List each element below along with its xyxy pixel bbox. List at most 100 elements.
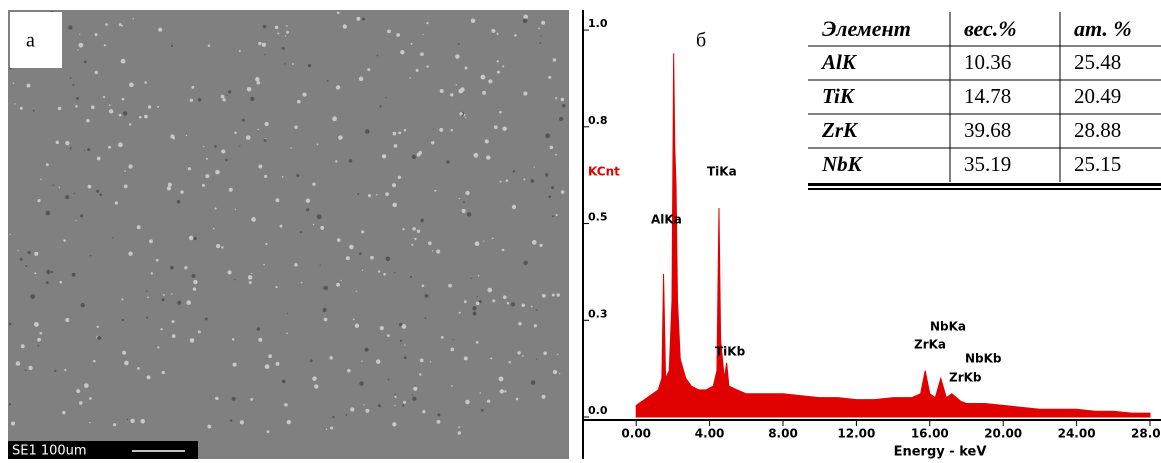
speck (37, 344, 40, 347)
speck (121, 24, 124, 27)
speck (522, 18, 528, 24)
speck (450, 347, 455, 352)
speck (363, 404, 365, 406)
speck (234, 208, 237, 210)
speck (458, 426, 460, 428)
speck (45, 163, 49, 167)
speck (257, 128, 260, 131)
speck (118, 23, 122, 27)
speck (24, 369, 27, 371)
peak-label: TiKa (707, 165, 737, 179)
speck (177, 300, 182, 305)
table-header: Элемент (822, 16, 911, 41)
speck (64, 368, 67, 372)
speck (170, 44, 174, 48)
speck (518, 322, 522, 326)
speck (205, 174, 210, 179)
speck (496, 60, 499, 63)
speck (45, 210, 51, 216)
speck (170, 134, 175, 139)
speck (86, 118, 90, 123)
speck (332, 415, 335, 419)
speck (412, 227, 416, 231)
speck (329, 356, 333, 360)
speck (80, 302, 85, 308)
speck (157, 346, 160, 349)
speck (482, 90, 486, 95)
speck (287, 312, 289, 315)
speck (356, 16, 361, 21)
x-tick-label: 0.00 (621, 427, 651, 441)
speck (465, 190, 470, 196)
speck (112, 423, 117, 427)
speck (463, 300, 467, 304)
speck (167, 182, 172, 187)
speck (220, 94, 225, 99)
speck (404, 344, 406, 346)
speck (77, 49, 79, 51)
speck (281, 379, 286, 384)
speck (391, 183, 397, 188)
speck (323, 285, 328, 291)
speck (464, 66, 468, 70)
speck (284, 403, 288, 407)
speck (45, 281, 49, 285)
table-cell: AlK (820, 50, 858, 74)
speck (184, 266, 188, 270)
x-tick-label: 20.00 (984, 427, 1022, 441)
speck (499, 180, 502, 183)
speck (146, 375, 151, 380)
speck (548, 75, 552, 79)
speck (226, 94, 228, 96)
speck (34, 272, 37, 275)
speck (429, 361, 432, 363)
table-cell: TiK (822, 84, 856, 108)
panel-label-box (10, 12, 62, 68)
speck (46, 269, 51, 275)
peak-label: NbKb (965, 352, 1002, 366)
x-tick-label: 16.00 (911, 427, 949, 441)
speck (189, 98, 194, 102)
speck (427, 241, 432, 246)
speck (76, 97, 79, 100)
speck (402, 404, 405, 407)
speck (187, 167, 192, 171)
speck (207, 44, 211, 47)
speck (475, 301, 480, 306)
speck (490, 357, 493, 360)
speck (475, 341, 479, 344)
speck (476, 295, 478, 297)
speck (17, 249, 19, 252)
speck (312, 182, 316, 186)
speck (480, 408, 484, 412)
speck (560, 97, 565, 102)
speck (439, 88, 444, 94)
speck (78, 42, 84, 48)
speck (450, 129, 454, 132)
speck (50, 270, 53, 274)
speck (472, 311, 477, 316)
speck (504, 390, 507, 393)
speck (96, 189, 100, 193)
speck (96, 156, 101, 161)
speck (473, 152, 479, 158)
y-tick-label: 0.0 (588, 404, 608, 417)
speck (277, 32, 280, 35)
speck (502, 126, 507, 131)
speck (316, 143, 319, 146)
speck (286, 25, 288, 27)
speck (413, 386, 418, 391)
speck (455, 54, 460, 59)
speck (415, 68, 419, 72)
speck (114, 201, 119, 205)
speck (523, 91, 528, 96)
speck (492, 299, 496, 303)
speck (251, 217, 256, 222)
speck (319, 264, 321, 266)
table-cell: 10.36 (964, 50, 1011, 74)
speck (157, 105, 160, 108)
speck (121, 318, 124, 322)
speck (486, 399, 491, 403)
speck (365, 408, 370, 413)
speck (191, 273, 196, 278)
